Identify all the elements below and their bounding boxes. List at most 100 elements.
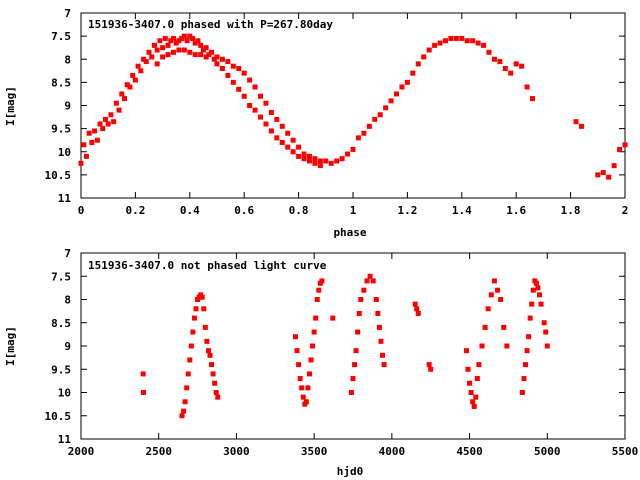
- phased-data-point: [92, 128, 98, 134]
- phased-data-point: [111, 119, 117, 125]
- phased-data-point: [611, 163, 617, 169]
- phased-data-point: [162, 35, 168, 41]
- unphased-data-point: [294, 348, 300, 354]
- unphased-data-point: [313, 315, 319, 321]
- phased-data-point: [486, 49, 492, 55]
- unphased-data-point: [299, 385, 305, 391]
- phased-y-tick-label: 7.5: [51, 30, 71, 43]
- phased-data-point: [165, 52, 171, 58]
- unphased-x-tick-label: 2500: [145, 445, 172, 458]
- unphased-data-point: [207, 352, 213, 358]
- unphased-data-point: [348, 390, 354, 395]
- unphased-data-point: [185, 371, 191, 377]
- unphased-data-point: [181, 408, 187, 414]
- phased-data-point: [154, 47, 160, 53]
- phased-data-point: [165, 42, 171, 48]
- phased-data-point: [78, 160, 84, 166]
- phased-data-point: [81, 142, 87, 148]
- phased-data-point: [508, 70, 514, 76]
- phased-data-point: [203, 45, 209, 51]
- unphased-y-tick-label: 7: [64, 247, 71, 260]
- unphased-data-point: [544, 343, 550, 349]
- unphased-data-point: [541, 320, 547, 326]
- phased-x-tick-label: 1.4: [452, 204, 472, 217]
- phased-data-point: [141, 56, 147, 62]
- phased-data-point: [301, 151, 307, 157]
- phased-data-point: [122, 96, 128, 102]
- phased-data-point: [135, 63, 141, 69]
- phased-data-point: [132, 77, 138, 83]
- unphased-x-tick-label: 3500: [301, 445, 328, 458]
- phased-data-point: [252, 84, 258, 90]
- phased-data-point: [383, 105, 389, 111]
- phased-data-point: [328, 160, 334, 166]
- phased-data-point: [241, 70, 247, 76]
- unphased-data-point: [212, 380, 218, 386]
- unphased-data-point: [300, 394, 306, 400]
- phased-x-tick-label: 0.4: [180, 204, 200, 217]
- unphased-data-point: [476, 362, 482, 368]
- phased-data-point: [421, 54, 427, 60]
- phased-y-axis-title: I[mag]: [4, 86, 17, 126]
- unphased-data-point: [190, 329, 196, 335]
- phased-data-point: [209, 49, 215, 55]
- phased-data-point: [86, 130, 92, 136]
- phased-data-point: [83, 153, 89, 159]
- phased-data-point: [105, 121, 111, 127]
- unphased-data-point: [415, 310, 421, 316]
- unphased-y-tick-label: 11: [58, 433, 72, 446]
- unphased-data-point: [535, 285, 541, 291]
- phased-y-tick-label: 9.5: [51, 123, 71, 136]
- unphased-data-point: [521, 376, 527, 382]
- unphased-y-tick-label: 9.5: [51, 363, 71, 376]
- unphased-data-point: [373, 297, 379, 302]
- unphased-data-point: [414, 306, 420, 312]
- unphased-data-point: [498, 297, 504, 302]
- unphased-x-tick-label: 4000: [379, 445, 406, 458]
- phased-data-point: [410, 70, 416, 76]
- phased-data-point: [168, 38, 174, 44]
- unphased-data-point: [491, 278, 497, 284]
- phased-y-axis: 7 7.5 8 8.5 9 9.5 10 10.5 11: [45, 7, 625, 205]
- unphased-data-point: [306, 371, 312, 377]
- phased-data-point: [214, 54, 220, 60]
- unphased-x-tick-label: 5000: [534, 445, 561, 458]
- phased-x-tick-label: 1: [350, 204, 357, 217]
- unphased-x-tick-label: 3000: [223, 445, 250, 458]
- phased-data-point: [225, 59, 231, 65]
- phased-data-point: [573, 119, 579, 125]
- phased-data-point: [530, 96, 536, 102]
- unphased-y-tick-label: 8.5: [51, 317, 71, 330]
- phased-data-point: [377, 112, 383, 118]
- phased-x-axis-title: phase: [333, 226, 366, 239]
- phased-data-point: [184, 38, 190, 44]
- phased-data-point: [119, 91, 125, 97]
- phased-data-point: [290, 149, 296, 155]
- unphased-data-point: [191, 315, 197, 321]
- phased-data-point: [442, 38, 448, 44]
- unphased-data-point: [375, 310, 381, 316]
- unphased-data-point: [319, 278, 325, 284]
- phased-data-point: [252, 107, 258, 113]
- unphased-data-point: [213, 390, 219, 395]
- phased-data-point: [415, 61, 421, 67]
- phased-data-point: [404, 79, 410, 85]
- unphased-data-point: [501, 324, 507, 330]
- phased-data-point: [192, 40, 198, 46]
- unphased-chart-title: 151936-3407.0 not phased light curve: [88, 259, 327, 272]
- unphased-data-point: [381, 362, 387, 368]
- phased-data-point: [274, 135, 280, 141]
- unphased-data-point: [537, 292, 543, 298]
- phased-data-point: [176, 38, 182, 44]
- phased-data-point: [372, 116, 378, 122]
- unphased-x-axis-title: hjd0: [337, 465, 364, 478]
- unphased-data-point: [485, 306, 491, 312]
- phased-data-point: [317, 163, 323, 169]
- unphased-data-point: [465, 366, 471, 372]
- phased-x-tick-label: 1.2: [397, 204, 417, 217]
- phased-data-point: [323, 158, 329, 164]
- phased-data-point: [236, 66, 242, 71]
- phased-data-point: [464, 38, 470, 44]
- phased-data-point: [513, 61, 519, 67]
- unphased-data-point: [474, 376, 480, 382]
